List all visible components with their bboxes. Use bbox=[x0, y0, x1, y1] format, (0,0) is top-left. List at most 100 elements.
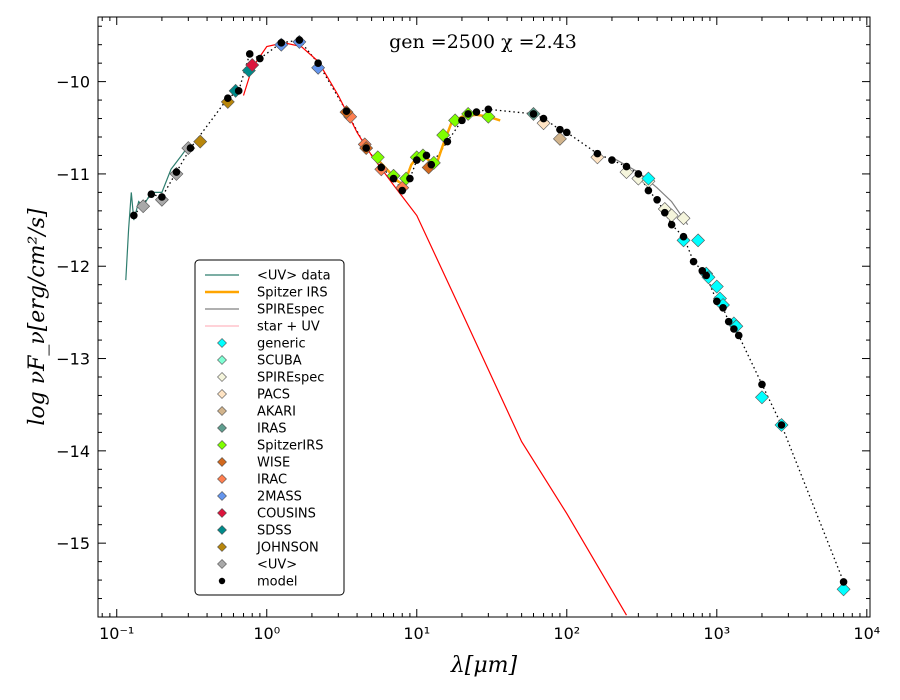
legend-label-scuba: SCUBA bbox=[257, 354, 302, 369]
x-axis-title: λ[μm] bbox=[450, 653, 518, 678]
marker-spitzerirs bbox=[370, 150, 385, 165]
y-tick-label: −10 bbox=[56, 73, 90, 92]
model-point bbox=[529, 110, 538, 118]
legend-swatch-spirespec bbox=[217, 372, 227, 382]
model-point bbox=[377, 163, 386, 172]
legend-label-spitzer-irs: Spitzer IRS bbox=[257, 286, 328, 301]
legend-swatch-spitzerirs bbox=[217, 440, 227, 450]
legend-swatch-generic bbox=[217, 338, 227, 348]
legend-swatch-wise bbox=[217, 457, 227, 467]
legend-label-uv: <UV> bbox=[257, 558, 297, 573]
legend-label-spirespec: SPIREspec bbox=[257, 371, 324, 386]
plot-area bbox=[125, 34, 851, 616]
marker-generic bbox=[755, 390, 769, 405]
model-point bbox=[277, 39, 286, 47]
model-point bbox=[730, 325, 738, 333]
model-point bbox=[256, 54, 264, 63]
x-tick-label: 10⁴ bbox=[853, 624, 880, 643]
legend-swatch-akari bbox=[217, 406, 227, 416]
x-tick-label: 10⁰ bbox=[253, 624, 280, 643]
model-point bbox=[130, 211, 138, 220]
legend-swatch-scuba bbox=[217, 355, 227, 365]
model-point bbox=[702, 271, 711, 280]
legend-label-iras: IRAS bbox=[257, 422, 287, 437]
legend-label-cousins: COUSINS bbox=[257, 507, 316, 522]
model-point bbox=[427, 160, 436, 169]
marker-spirespec bbox=[619, 165, 634, 180]
legend-label-spirespec: SPIREspec bbox=[257, 303, 324, 318]
marker-generic bbox=[709, 279, 724, 294]
plot-frame bbox=[97, 16, 871, 618]
model-point bbox=[464, 110, 472, 118]
model-point bbox=[295, 36, 304, 44]
y-axis-title: log νF_ν[erg/cm²/s] bbox=[25, 208, 50, 426]
model-point bbox=[224, 94, 232, 103]
model-point bbox=[593, 149, 602, 158]
model-point bbox=[724, 317, 733, 326]
model-point bbox=[539, 114, 548, 123]
legend-label-irac: IRAC bbox=[257, 473, 287, 488]
legend-label-akari: AKARI bbox=[257, 405, 296, 420]
model-point bbox=[342, 107, 351, 115]
model-point bbox=[644, 186, 653, 195]
legend-label-model: model bbox=[257, 575, 297, 590]
model-point bbox=[158, 193, 166, 201]
marker-spitzerirs bbox=[436, 128, 451, 143]
model-point bbox=[458, 116, 466, 125]
marker-generic bbox=[641, 171, 656, 186]
legend-label-star-uv: star + UV bbox=[257, 320, 320, 335]
model-point bbox=[622, 162, 631, 171]
legend-box bbox=[194, 259, 345, 596]
model-point bbox=[443, 137, 452, 146]
series-line-star-uv bbox=[242, 42, 628, 616]
model-point bbox=[147, 190, 156, 199]
model-point bbox=[689, 257, 698, 266]
model-point bbox=[314, 59, 322, 67]
series-line-model bbox=[133, 39, 845, 583]
marker-johnson bbox=[193, 134, 208, 149]
legend-swatch-2mass bbox=[217, 491, 227, 501]
model-point bbox=[679, 232, 688, 241]
model-point bbox=[186, 144, 195, 152]
model-point bbox=[777, 421, 786, 429]
legend-swatch-johnson bbox=[217, 542, 227, 552]
model-point bbox=[422, 151, 431, 160]
marker-uv bbox=[136, 199, 151, 214]
legend-label-sdss: SDSS bbox=[257, 524, 292, 539]
y-tick-label: −14 bbox=[56, 442, 90, 461]
model-point bbox=[608, 156, 616, 164]
model-point bbox=[172, 168, 181, 176]
model-point bbox=[562, 128, 571, 137]
marker-generic bbox=[836, 582, 851, 597]
marker-spirespec bbox=[676, 211, 691, 226]
model-point bbox=[734, 331, 743, 340]
legend-label-johnson: JOHNSON bbox=[256, 541, 319, 556]
marker-spitzerirs bbox=[481, 109, 496, 124]
legend-swatch-uv bbox=[217, 559, 227, 569]
model-point bbox=[472, 108, 481, 116]
legend-swatch-iras bbox=[217, 423, 227, 433]
x-tick-label: 10³ bbox=[703, 624, 730, 643]
model-point bbox=[389, 174, 398, 183]
model-point bbox=[634, 170, 643, 178]
model-point bbox=[667, 220, 676, 229]
legend-swatch-model bbox=[218, 577, 226, 585]
model-point bbox=[719, 303, 727, 312]
model-point bbox=[556, 125, 564, 134]
model-point bbox=[713, 297, 721, 306]
legend-label-spitzerirs: SpitzerIRS bbox=[257, 439, 324, 454]
model-point bbox=[660, 208, 669, 217]
model-point bbox=[234, 87, 243, 95]
model-point bbox=[653, 195, 661, 204]
model-point bbox=[406, 174, 414, 183]
legend-swatch-pacs bbox=[217, 389, 227, 399]
marker-generic bbox=[691, 233, 705, 248]
y-tick-label: −15 bbox=[56, 534, 90, 553]
legend-swatch-irac bbox=[217, 474, 227, 484]
marker-cousins bbox=[245, 58, 260, 72]
model-point bbox=[484, 105, 493, 114]
model-point bbox=[362, 144, 370, 152]
legend-label-wise: WISE bbox=[257, 456, 290, 471]
model-point bbox=[412, 156, 421, 164]
model-point bbox=[758, 380, 766, 389]
